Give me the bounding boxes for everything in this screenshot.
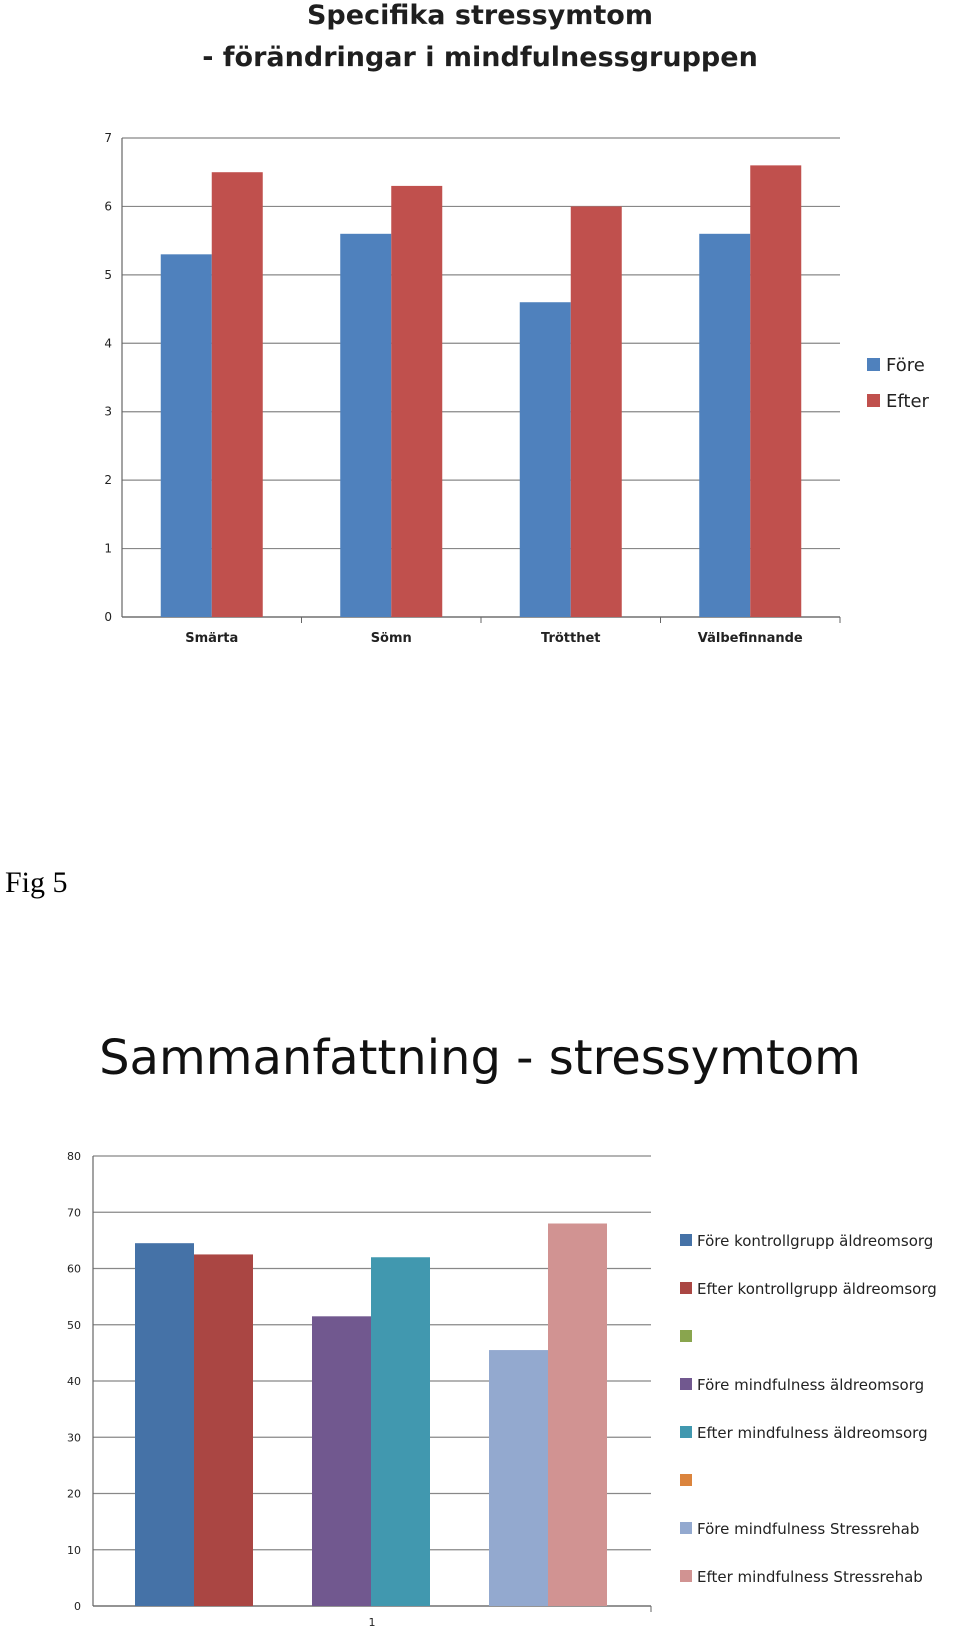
chart2-legend-label: Efter kontrollgrupp äldreomsorg [697, 1280, 937, 1298]
chart2-title: Sammanfattning - stressymtom [99, 1030, 861, 1086]
chart1-bar [570, 206, 622, 617]
chart1-title: Specifika stressymtom [306, 0, 653, 31]
chart1-bar [750, 165, 802, 617]
chart2-legend-swatch [680, 1426, 692, 1438]
chart2-legend-swatch [680, 1234, 692, 1246]
chart2-legend-label: Efter mindfulness Stressrehab [697, 1568, 923, 1586]
chart1-bar [391, 185, 443, 617]
chart2-bar [548, 1223, 607, 1606]
chart1-ytick-label: 7 [104, 131, 112, 145]
chart2-legend-label: Före kontrollgrupp äldreomsorg [697, 1232, 933, 1250]
chart1-legend-swatch [867, 358, 880, 371]
chart2-legend-label: Efter mindfulness äldreomsorg [697, 1424, 928, 1442]
figure-label: Fig 5 [5, 866, 68, 899]
chart2-ytick-label: 40 [67, 1375, 81, 1388]
chart1-bar [211, 172, 263, 617]
chart2-ytick-label: 0 [74, 1600, 81, 1613]
chart1-legend-label: Före [886, 355, 925, 376]
chart1-category-label: Sömn [371, 631, 412, 646]
chart1-ytick-label: 5 [104, 268, 112, 282]
chart2-legend-swatch [680, 1474, 692, 1486]
chart1-category-label: Trötthet [541, 631, 601, 646]
chart2-bar [194, 1254, 253, 1606]
chart1-bar [160, 254, 212, 618]
chart2-category-label: 1 [369, 1616, 376, 1629]
chart1-plot: 0 1 2 3 4 5 6 7 Smärta Sömn Trötthet Välbefinnande F… [104, 131, 930, 646]
chart2-ytick-label: 70 [67, 1206, 81, 1219]
chart1-ytick-label: 3 [104, 405, 112, 419]
chart1-category-label: Välbefinnande [698, 631, 803, 646]
chart1-bar [699, 233, 751, 618]
chart1-ytick-label: 0 [104, 610, 112, 624]
chart2-legend-label: Före mindfulness äldreomsorg [697, 1376, 924, 1394]
chart1-legend-swatch [867, 394, 880, 407]
chart1-ytick-label: 1 [104, 542, 112, 556]
chart1-subtitle: - förändringar i mindfulnessgruppen [202, 42, 758, 73]
chart2-legend-swatch [680, 1330, 692, 1342]
chart2-ytick-label: 20 [67, 1488, 81, 1501]
chart2-legend-label: Före mindfulness Stressrehab [697, 1520, 919, 1538]
chart2-ytick-label: 30 [67, 1431, 81, 1444]
chart1-legend-label: Efter [886, 391, 930, 412]
chart1-bar [340, 233, 392, 618]
chart2-legend-swatch [680, 1522, 692, 1534]
chart2-legend-swatch [680, 1378, 692, 1390]
chart2-legend-swatch [680, 1282, 692, 1294]
chart1-bar [519, 302, 571, 617]
chart1-category-label: Smärta [185, 631, 238, 646]
chart2-bar [312, 1316, 371, 1606]
chart1-ytick-label: 6 [104, 199, 112, 213]
chart2-ytick-label: 10 [67, 1544, 81, 1557]
chart2-legend-swatch [680, 1570, 692, 1582]
chart2-ytick-label: 50 [67, 1319, 81, 1332]
chart1-ytick-label: 2 [104, 473, 112, 487]
chart2-ytick-label: 60 [67, 1263, 81, 1276]
chart2-bar [135, 1243, 194, 1606]
chart2-bar [371, 1257, 430, 1606]
chart2-bar [489, 1350, 548, 1606]
chart1-ytick-label: 4 [104, 336, 112, 350]
chart2-ytick-label: 80 [67, 1150, 81, 1163]
